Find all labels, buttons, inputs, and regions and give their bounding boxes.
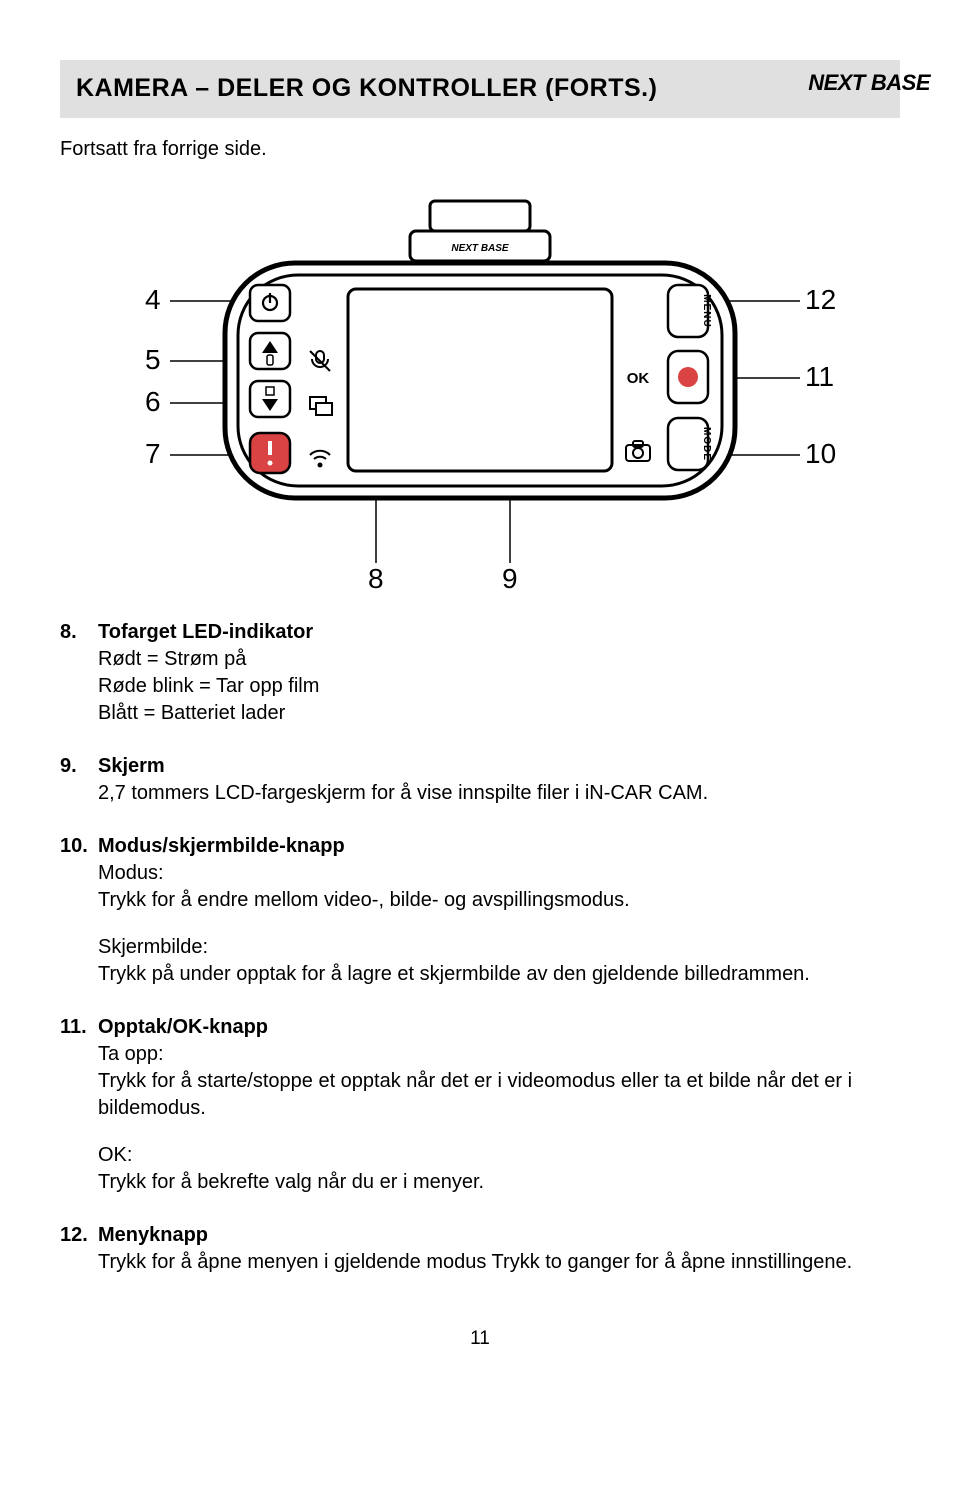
item-heading: Opptak/OK-knapp	[98, 1014, 900, 1041]
item-line: Trykk på under opptak for å lagre et skj…	[98, 961, 900, 988]
diagram-label-8: 8	[368, 563, 384, 593]
item-line: Trykk for å bekrefte valg når du er i me…	[98, 1169, 900, 1196]
page-number: 11	[60, 1326, 900, 1352]
item-line: Trykk for å endre mellom video-, bilde- …	[98, 887, 900, 914]
item-number: 9.	[60, 753, 98, 807]
item-heading: Menyknapp	[98, 1222, 900, 1249]
diagram-label-12: 12	[805, 284, 836, 315]
diagram-label-6: 6	[145, 386, 161, 417]
diagram-label-9: 9	[502, 563, 518, 593]
logo-right: BASE	[871, 70, 930, 95]
device-diagram: 4 5 6 7 12 11 10 8 9 NEXT BASE	[110, 193, 850, 593]
camera-body-icon	[225, 263, 735, 498]
item-heading: Modus/skjermbilde-knapp	[98, 833, 900, 860]
item-line: Blått = Batteriet lader	[98, 700, 900, 727]
item-line: 2,7 tommers LCD-fargeskjerm for å vise i…	[98, 780, 900, 807]
diagram-label-7: 7	[145, 438, 161, 469]
diagram-label-5: 5	[145, 344, 161, 375]
list-item: 9. Skjerm 2,7 tommers LCD-fargeskjerm fo…	[60, 753, 900, 807]
list-item: 11. Opptak/OK-knapp Ta opp: Trykk for å …	[60, 1014, 900, 1196]
logo-left: NEXT	[808, 70, 865, 95]
page: NEXTBASE KAMERA – DELER OG KONTROLLER (F…	[0, 60, 960, 1391]
subtitle: Fortsatt fra forrige side.	[60, 136, 900, 163]
diagram-label-11: 11	[805, 361, 834, 392]
svg-text:MENU: MENU	[701, 294, 712, 327]
item-line: Trykk for å starte/stoppe et opptak når …	[98, 1068, 900, 1122]
item-number: 8.	[60, 619, 98, 727]
diagram-label-4: 4	[145, 284, 161, 315]
mount-icon: NEXT BASE	[410, 201, 550, 261]
brand-logo: NEXTBASE	[808, 68, 930, 98]
item-heading: Skjerm	[98, 753, 900, 780]
item-line: Modus:	[98, 860, 900, 887]
diagram-label-10: 10	[805, 438, 836, 469]
item-line: Skjermbilde:	[98, 934, 900, 961]
item-line: OK:	[98, 1142, 900, 1169]
item-line: Røde blink = Tar opp film	[98, 673, 900, 700]
right-buttons: MENU MODE	[668, 285, 712, 470]
item-line: Ta opp:	[98, 1041, 900, 1068]
list-item: 8. Tofarget LED-indikator Rødt = Strøm p…	[60, 619, 900, 727]
svg-text:MODE: MODE	[701, 427, 712, 461]
list-item: 12. Menyknapp Trykk for å åpne menyen i …	[60, 1222, 900, 1276]
item-number: 10.	[60, 833, 98, 988]
item-number: 12.	[60, 1222, 98, 1276]
item-number: 11.	[60, 1014, 98, 1196]
item-line: Trykk for å åpne menyen i gjeldende modu…	[98, 1249, 900, 1276]
list-item: 10. Modus/skjermbilde-knapp Modus: Trykk…	[60, 833, 900, 988]
page-title: KAMERA – DELER OG KONTROLLER (FORTS.)	[60, 60, 900, 118]
svg-text:NEXT BASE: NEXT BASE	[451, 243, 509, 254]
item-line: Rødt = Strøm på	[98, 646, 900, 673]
item-heading: Tofarget LED-indikator	[98, 619, 900, 646]
svg-text:OK: OK	[627, 370, 650, 387]
